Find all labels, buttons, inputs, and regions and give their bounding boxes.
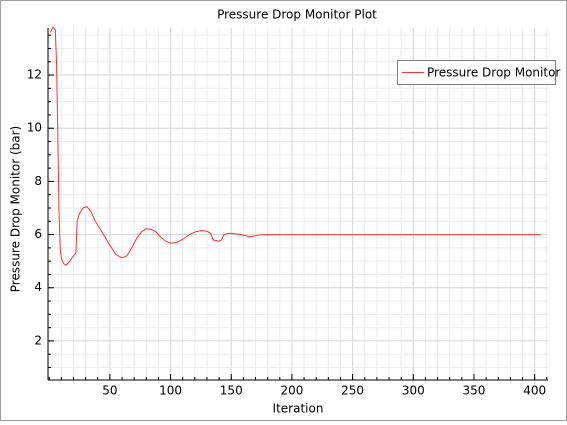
y-tick-label: 10: [27, 121, 42, 135]
y-tick-label: 12: [27, 68, 42, 82]
x-tick-label: 350: [463, 384, 486, 398]
x-tick-label: 300: [402, 384, 425, 398]
x-axis-label: Iteration: [273, 402, 324, 416]
line: [49, 26, 541, 266]
x-tick-label: 50: [102, 384, 117, 398]
y-tick-label: 4: [34, 280, 42, 294]
x-tick-label: 400: [523, 384, 546, 398]
x-tick-label: 150: [220, 384, 243, 398]
legend-box: [397, 60, 556, 85]
legend: Pressure Drop Monitor: [397, 60, 560, 85]
y-tick-label: 2: [34, 333, 42, 347]
x-tick-label: 200: [280, 384, 303, 398]
y-tick-label: 6: [34, 227, 42, 241]
legend-label: Pressure Drop Monitor: [427, 66, 560, 80]
y-axis-label: Pressure Drop Monitor (bar): [9, 126, 23, 292]
y-tick-label: 8: [34, 174, 42, 188]
x-tick-label: 100: [159, 384, 182, 398]
chart-title: Pressure Drop Monitor Plot: [217, 8, 377, 22]
x-tick-label: 250: [341, 384, 364, 398]
